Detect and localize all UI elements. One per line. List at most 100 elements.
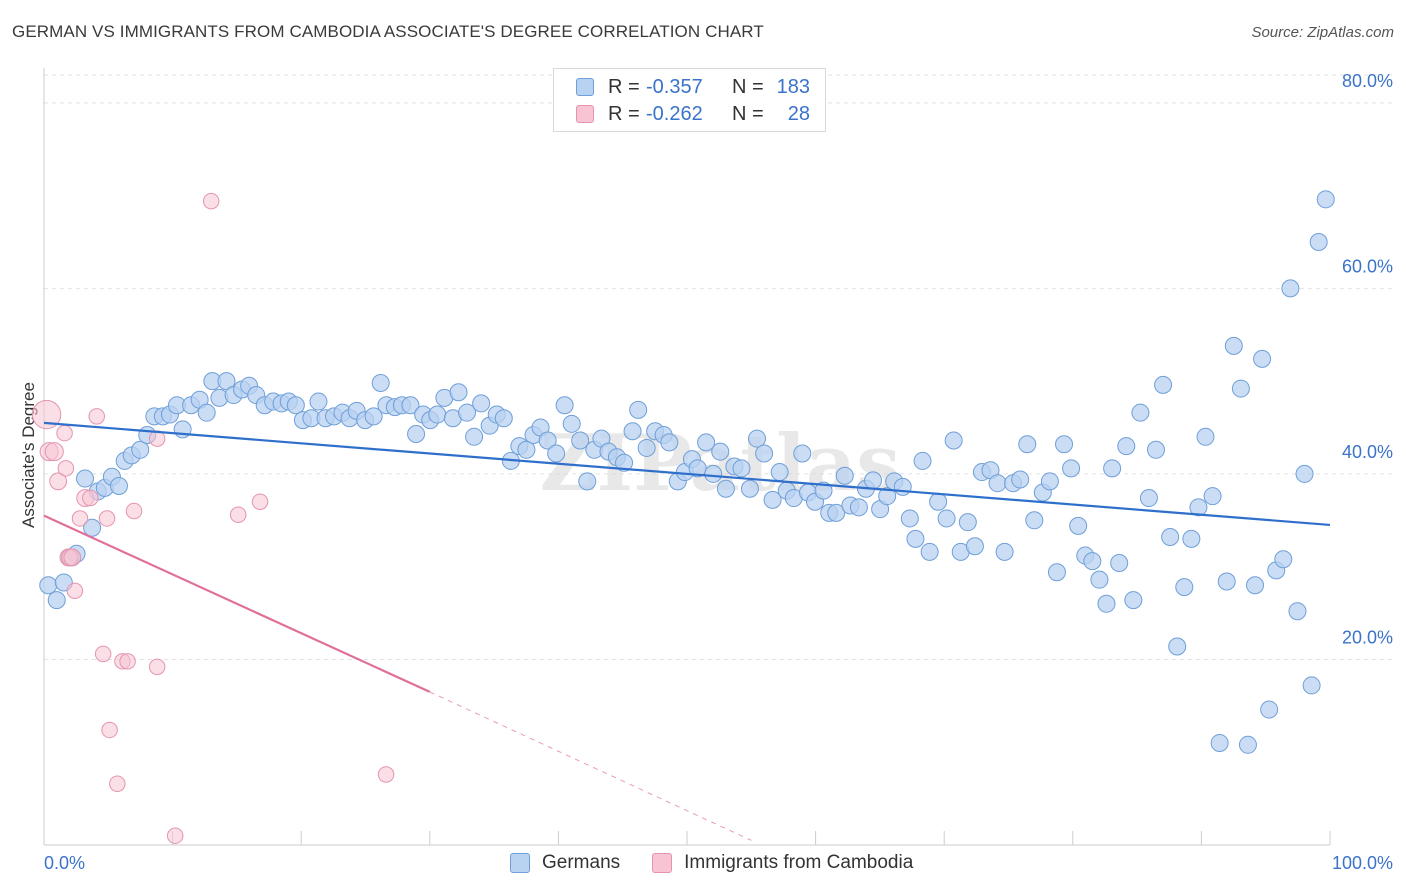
german-point [965, 537, 984, 556]
legend-item-cambodia[interactable]: Immigrants from Cambodia [652, 852, 913, 874]
german-point [1011, 470, 1030, 489]
german-point [494, 409, 513, 428]
german-point [1316, 190, 1335, 209]
german-swatch [576, 78, 594, 96]
german-point [538, 431, 557, 450]
german-point [1196, 427, 1215, 446]
german-point [458, 403, 477, 422]
cambodia-r-value: -0.262 [646, 102, 703, 125]
germans-label: Germans [542, 852, 621, 873]
german-point [547, 444, 566, 463]
german-point [740, 479, 759, 498]
german-point [1238, 735, 1257, 754]
german-point [1203, 487, 1222, 506]
cambodia-swatch [576, 105, 594, 123]
german-point [76, 469, 95, 488]
german-point [770, 463, 789, 482]
german-point [1083, 552, 1102, 571]
german-point [716, 479, 735, 498]
german-point [755, 444, 774, 463]
german-point [197, 403, 216, 422]
german-point [920, 542, 939, 561]
german-point [472, 394, 491, 413]
cambodia-point [94, 645, 112, 663]
cambodia-point [71, 510, 89, 527]
german-point [407, 425, 426, 444]
german-point [913, 451, 932, 470]
german-point [555, 396, 574, 415]
german-point [988, 474, 1007, 493]
german-point [793, 444, 812, 463]
x-tick-label-min: 0.0% [44, 853, 85, 873]
cambodia-point [148, 658, 166, 676]
german-point [1281, 279, 1300, 298]
cambodia-legend-swatch [652, 853, 673, 873]
german-point [629, 400, 648, 419]
y-tick-label: 80.0% [1342, 71, 1393, 91]
german-point [1040, 472, 1059, 491]
german-point [562, 414, 581, 433]
cambodia-point [202, 192, 220, 210]
german-point [763, 490, 782, 509]
german-point [1253, 349, 1272, 368]
legend-item-germans[interactable]: Germans [510, 852, 620, 874]
german-point [109, 476, 128, 495]
german-point [1131, 403, 1150, 422]
series-legend: Germans Immigrants from Cambodia [510, 852, 945, 874]
german-point [615, 453, 634, 472]
german-point [835, 466, 854, 485]
german-point [465, 427, 484, 446]
cambodia-n-label: N = [732, 102, 764, 125]
stats-legend: R = -0.357 N = 183 R = -0.262 N = 28 [553, 68, 826, 132]
german-point [623, 422, 642, 441]
cambodia-point [109, 775, 126, 793]
german-point [571, 431, 590, 450]
cambodia-point [63, 548, 82, 567]
german-point [1090, 570, 1109, 589]
german-point [1139, 489, 1158, 508]
german-n-label: N = [732, 75, 764, 98]
german-point [1231, 379, 1250, 398]
german-point [704, 464, 723, 483]
cambodia-point [82, 489, 99, 507]
german-point [401, 396, 420, 415]
german-point [827, 503, 846, 522]
cambodia-point [166, 827, 184, 844]
cambodia-point [125, 502, 143, 520]
german-point [878, 487, 897, 506]
german-point [929, 492, 948, 511]
german-point [364, 407, 383, 426]
german-point [1025, 511, 1044, 530]
german-point [1168, 637, 1187, 656]
cambodia-point [44, 442, 64, 462]
german-point [1302, 676, 1321, 695]
german-point [47, 591, 66, 610]
german-point [1246, 576, 1265, 595]
german-point [900, 509, 919, 528]
german-n-value: 183 [776, 75, 810, 98]
german-point [449, 383, 468, 402]
german-point [1274, 550, 1293, 569]
german-point [637, 438, 656, 457]
german-point [732, 459, 751, 478]
y-tick-label: 60.0% [1342, 256, 1393, 276]
german-point [131, 440, 150, 459]
german-point [1210, 733, 1229, 752]
cambodia-point [88, 408, 105, 425]
y-axis-label: Associate's Degree [19, 382, 38, 528]
german-point [1161, 528, 1180, 546]
germans-swatch [510, 853, 530, 873]
german-point [371, 374, 390, 392]
german-point [1110, 553, 1129, 572]
german-point [1260, 700, 1279, 719]
source-credit: Source: ZipAtlas.com [1251, 24, 1394, 41]
german-point [748, 429, 767, 448]
german-point [995, 542, 1014, 561]
german-point [1182, 529, 1201, 548]
cambodia-point [49, 472, 68, 491]
german-point [1217, 572, 1236, 591]
cambodia-point [119, 653, 136, 670]
y-tick-label: 40.0% [1342, 442, 1393, 462]
chart-title: GERMAN VS IMMIGRANTS FROM CAMBODIA ASSOC… [12, 22, 764, 41]
german-point [1295, 464, 1314, 483]
